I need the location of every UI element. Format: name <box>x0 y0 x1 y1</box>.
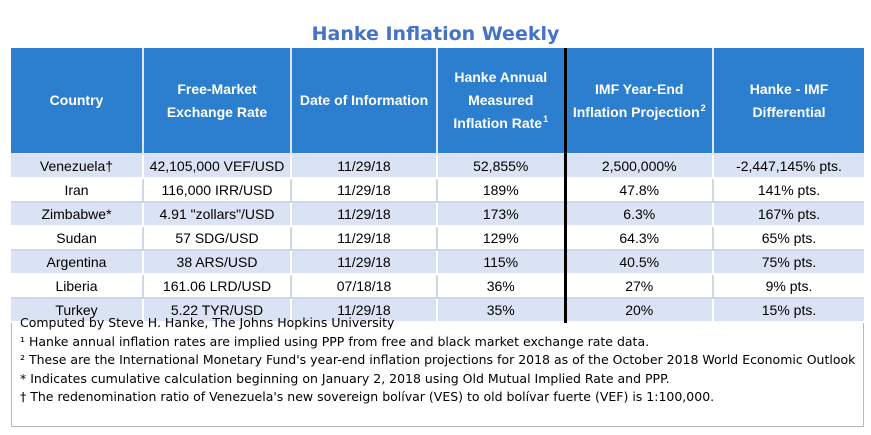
table-cell: 11/29/18 <box>290 298 437 323</box>
table-cell: 11/29/18 <box>290 226 437 251</box>
table-cell: 5.22 TYR/USD <box>142 298 291 323</box>
table-cell: 65% pts. <box>712 226 864 251</box>
table-cell: 11/29/18 <box>290 178 437 203</box>
table-cell: 11/29/18 <box>290 202 437 227</box>
table-row: Iran 116,000 IRR/USD 11/29/18 189% 47.8% 141%… <box>11 178 864 203</box>
column-header-label: Hanke Annual Measured Inflation Rate <box>453 69 548 131</box>
table-cell: 161.06 LRD/USD <box>142 274 291 299</box>
table-cell: 11/29/18 <box>290 250 437 275</box>
column-header: Free-Market Exchange Rate <box>142 48 291 155</box>
column-header-label: IMF Year-End Inflation Projection <box>572 80 700 120</box>
table-cell: 75% pts. <box>712 250 864 275</box>
table-cell: Zimbabwe* <box>11 202 143 227</box>
column-header-label: Hanke - IMF Differential <box>749 80 829 120</box>
table-row: Turkey 5.22 TYR/USD 11/29/18 35% 20% 15% pts. <box>11 298 864 323</box>
table-cell: 38 ARS/USD <box>142 250 291 275</box>
table-cell: 07/18/18 <box>290 274 437 299</box>
table-cell: 189% <box>436 178 565 203</box>
table-cell: 20% <box>563 298 713 323</box>
footnote-marker: 2 <box>700 102 706 113</box>
table-cell: 15% pts. <box>712 298 864 323</box>
footnote-2: ² These are the International Monetary F… <box>20 352 856 367</box>
column-header-label: Date of Information <box>299 92 429 108</box>
column-header: Date of Information <box>290 48 437 155</box>
table-row: Zimbabwe* 4.91 "zollars"/USD 11/29/18 173% 6… <box>11 202 864 227</box>
table-cell: 42,105,000 VEF/USD <box>142 154 291 179</box>
table-cell: 129% <box>436 226 565 251</box>
table-cell: 11/29/18 <box>290 154 437 179</box>
table-cell: 173% <box>436 202 565 227</box>
table-row: Liberia 161.06 LRD/USD 07/18/18 36% 27% 9% pt… <box>11 274 864 299</box>
table-cell: 57 SDG/USD <box>142 226 291 251</box>
column-header: IMF Year-End Inflation Projection2 <box>563 48 713 155</box>
table-cell: 167% pts. <box>712 202 864 227</box>
footnote-1: ¹ Hanke annual inflation rates are impli… <box>20 333 650 349</box>
column-header: Hanke Annual Measured Inflation Rate1 <box>436 48 565 155</box>
column-header: Country <box>11 48 143 155</box>
table-cell: 35% <box>436 298 565 323</box>
table-cell: 115% <box>436 250 565 275</box>
table-cell: 40.5% <box>563 250 713 275</box>
table-title: Hanke Inflation Weekly <box>311 23 560 45</box>
table-cell: 36% <box>436 274 565 299</box>
table-cell: 47.8% <box>563 178 713 203</box>
column-header: Hanke - IMF Differential <box>712 48 864 155</box>
table-cell: Turkey <box>11 298 143 323</box>
table-cell: 141% pts. <box>712 178 864 203</box>
table-cell: 27% <box>563 274 713 299</box>
table-row: Sudan 57 SDG/USD 11/29/18 129% 64.3% 65% pts. <box>11 226 864 251</box>
table-cell: 64.3% <box>563 226 713 251</box>
footnote-source: Computed by Steve H. Hanke, The Johns Ho… <box>20 315 395 330</box>
table-cell: Venezuela† <box>11 154 143 179</box>
table-cell: Iran <box>11 178 143 203</box>
inflation-table: Country Free-Market Exchange Rate Date of … <box>11 48 864 323</box>
column-header-label: Country <box>49 92 104 108</box>
table-row: Venezuela† 42,105,000 VEF/USD 11/29/18 52,8… <box>11 154 864 179</box>
table-cell: Liberia <box>11 274 143 299</box>
table-cell: 4.91 "zollars"/USD <box>142 202 291 227</box>
table-cell: Argentina <box>11 250 143 275</box>
column-header-label: Free-Market Exchange Rate <box>166 80 268 120</box>
header-row: Country Free-Market Exchange Rate Date of … <box>11 48 864 155</box>
table-cell: 9% pts. <box>712 274 864 299</box>
footnote-dagger: † The redenomination ratio of Venezuela'… <box>20 389 715 404</box>
footnote-marker: 1 <box>543 114 549 124</box>
table-cell: 52,855% <box>436 154 565 179</box>
table-cell: 6.3% <box>563 202 713 227</box>
footnote-asterisk: * Indicates cumulative calculation begin… <box>20 370 670 386</box>
table-cell: -2,447,145% pts. <box>712 154 864 179</box>
table-cell: 116,000 IRR/USD <box>142 178 291 203</box>
table-row: Argentina 38 ARS/USD 11/29/18 115% 40.5% 75% … <box>11 250 864 275</box>
footnotes: Computed by Steve H. Hanke, The Johns Ho… <box>20 314 860 407</box>
table-cell: Sudan <box>11 226 143 251</box>
table-cell: 2,500,000% <box>563 154 713 179</box>
